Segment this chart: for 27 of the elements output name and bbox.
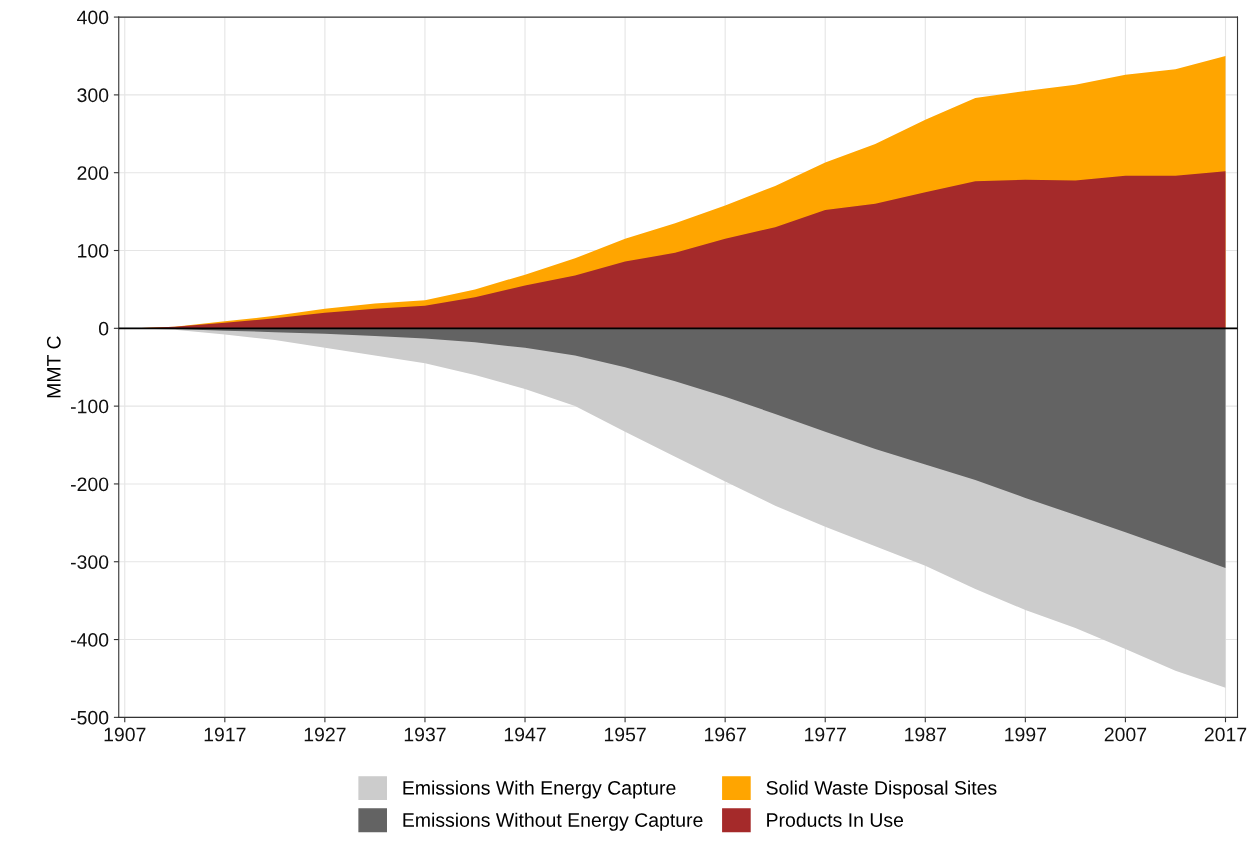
y-tick-label: -100 <box>70 399 109 414</box>
x-tick-label: 1947 <box>504 727 546 742</box>
y-tick-label: 400 <box>77 10 109 25</box>
x-tick-label: 1997 <box>1005 727 1047 742</box>
x-tick-label: 1927 <box>304 727 346 742</box>
x-tick-label: 1957 <box>604 727 646 742</box>
x-tick-label: 2017 <box>1204 727 1247 742</box>
y-tick-label: 300 <box>77 88 109 103</box>
y-tick-label: -500 <box>70 710 109 725</box>
legend-label: Products In Use <box>767 812 904 827</box>
x-tick-label: 1917 <box>204 727 246 742</box>
y-tick-label: -200 <box>70 477 109 492</box>
y-tick-label: -300 <box>70 555 109 569</box>
legend-label: Emissions Without Energy Capture <box>403 812 703 831</box>
x-tick-label: 1907 <box>104 727 146 742</box>
x-tick-label: 1987 <box>905 727 946 742</box>
y-tick-label: 100 <box>78 243 109 258</box>
legend-label: Emissions With Energy Capture <box>403 780 676 799</box>
x-tick-label: 1937 <box>404 727 446 742</box>
y-tick-label: 0 <box>98 321 109 336</box>
y-axis-title: MMT C <box>46 336 61 398</box>
x-tick-label: 2007 <box>1104 727 1147 742</box>
y-tick-label: 200 <box>77 166 109 180</box>
legend-label: Solid Waste Disposal Sites <box>766 780 997 799</box>
y-tick-label: -400 <box>70 633 109 647</box>
x-tick-label: 1967 <box>705 727 746 742</box>
x-tick-label: 1977 <box>805 727 846 742</box>
